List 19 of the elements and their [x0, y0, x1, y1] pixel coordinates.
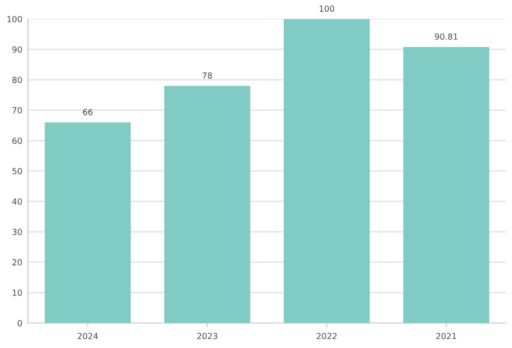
y-tick-label: 0: [18, 320, 22, 326]
data-label: 100: [320, 6, 334, 12]
data-label: 66: [83, 108, 93, 116]
data-label: 78: [202, 72, 212, 79]
x-tick-label: 2024: [78, 332, 98, 340]
y-tick-label: 80: [12, 76, 22, 84]
y-tick-label: 60: [12, 138, 22, 144]
y-tick-label: 90: [12, 46, 22, 53]
x-tick-label: 2023: [197, 332, 218, 340]
y-tick-label: 100: [7, 16, 22, 22]
y-tick-label: 20: [12, 259, 22, 266]
data-label: 90.81: [434, 33, 458, 40]
y-tick-label: 40: [12, 198, 22, 205]
y-tick-label: 30: [12, 228, 22, 236]
x-tick-label: 2021: [436, 332, 456, 340]
y-tick-label: 50: [12, 168, 22, 174]
x-tick-label: 2022: [316, 332, 337, 340]
y-tick-label: 70: [12, 107, 22, 114]
y-tick-label: 10: [12, 290, 22, 296]
